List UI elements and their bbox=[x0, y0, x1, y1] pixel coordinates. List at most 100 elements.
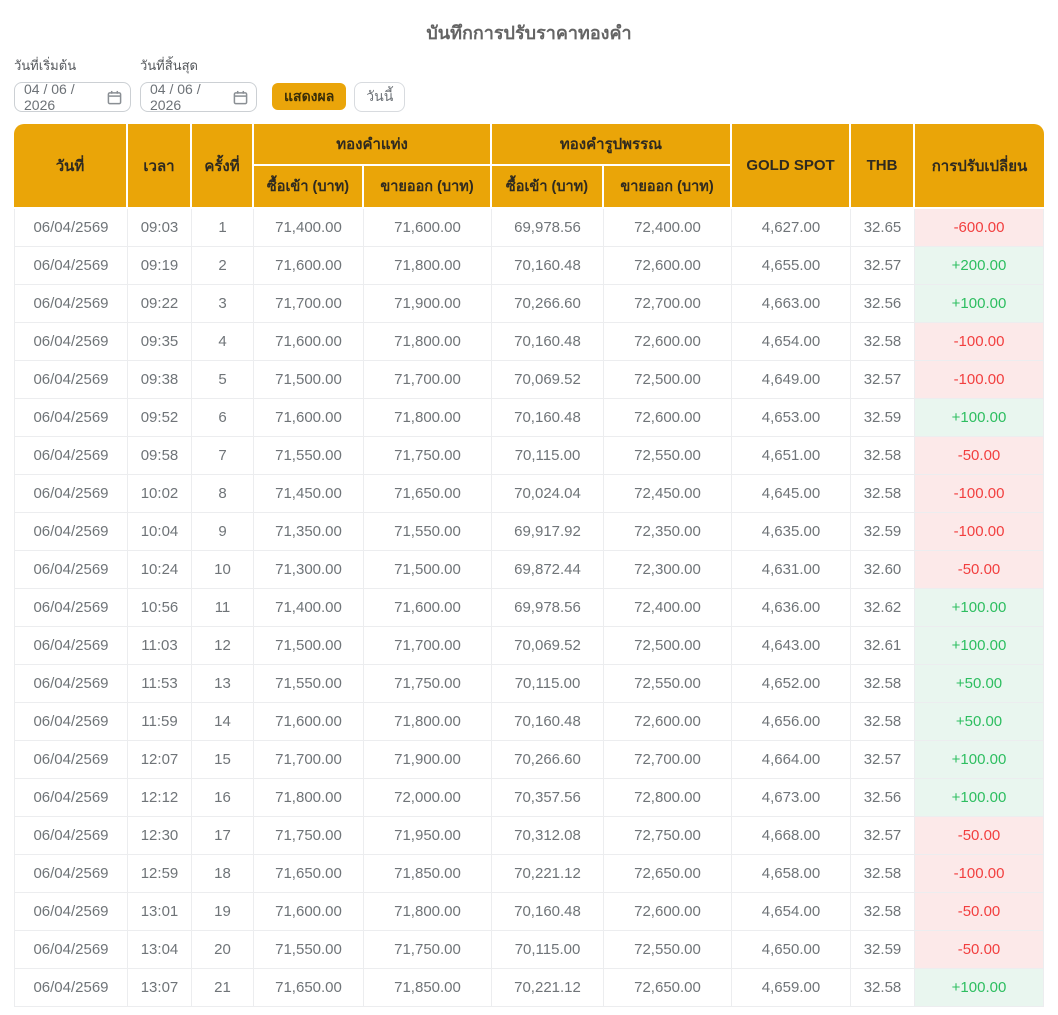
round-cell: 4 bbox=[192, 323, 254, 361]
ornament-buy-cell: 70,024.04 bbox=[492, 475, 604, 513]
ornament-buy-cell: 70,357.56 bbox=[492, 779, 604, 817]
thb-cell: 32.57 bbox=[851, 741, 915, 779]
round-cell: 19 bbox=[192, 893, 254, 931]
ornament-sell-cell: 72,500.00 bbox=[604, 627, 732, 665]
table-row: 06/04/256909:22371,700.0071,900.0070,266… bbox=[14, 285, 1044, 323]
table-row: 06/04/256911:591471,600.0071,800.0070,16… bbox=[14, 703, 1044, 741]
date-cell: 06/04/2569 bbox=[14, 893, 128, 931]
round-cell: 7 bbox=[192, 437, 254, 475]
date-cell: 06/04/2569 bbox=[14, 779, 128, 817]
date-cell: 06/04/2569 bbox=[14, 931, 128, 969]
ornament-buy-cell: 70,069.52 bbox=[492, 627, 604, 665]
bar-buy-cell: 71,600.00 bbox=[254, 893, 364, 931]
thb-cell: 32.65 bbox=[851, 209, 915, 247]
time-cell: 09:52 bbox=[128, 399, 192, 437]
round-cell: 13 bbox=[192, 665, 254, 703]
thb-cell: 32.58 bbox=[851, 665, 915, 703]
ornament-sell-cell: 72,650.00 bbox=[604, 969, 732, 1007]
round-cell: 8 bbox=[192, 475, 254, 513]
ornament-buy-cell: 70,115.00 bbox=[492, 437, 604, 475]
time-cell: 10:04 bbox=[128, 513, 192, 551]
bar-buy-cell: 71,400.00 bbox=[254, 589, 364, 627]
show-results-button[interactable]: แสดงผล bbox=[272, 83, 346, 110]
ornament-buy-cell: 70,160.48 bbox=[492, 893, 604, 931]
ornament-sell-cell: 72,350.00 bbox=[604, 513, 732, 551]
gold-spot-cell: 4,627.00 bbox=[732, 209, 851, 247]
table-row: 06/04/256910:02871,450.0071,650.0070,024… bbox=[14, 475, 1044, 513]
bar-buy-cell: 71,350.00 bbox=[254, 513, 364, 551]
bar-sell-cell: 72,000.00 bbox=[364, 779, 492, 817]
thb-cell: 32.59 bbox=[851, 931, 915, 969]
change-cell: +100.00 bbox=[915, 589, 1044, 627]
change-cell: -50.00 bbox=[915, 931, 1044, 969]
gold-spot-cell: 4,653.00 bbox=[732, 399, 851, 437]
bar-buy-cell: 71,550.00 bbox=[254, 931, 364, 969]
calendar-icon[interactable] bbox=[233, 90, 248, 105]
table-row: 06/04/256912:121671,800.0072,000.0070,35… bbox=[14, 779, 1044, 817]
bar-sell-cell: 71,900.00 bbox=[364, 285, 492, 323]
ornament-sell-cell: 72,750.00 bbox=[604, 817, 732, 855]
round-cell: 11 bbox=[192, 589, 254, 627]
header-ornament-buy: ซื้อเข้า (บาท) bbox=[492, 166, 604, 209]
bar-sell-cell: 71,750.00 bbox=[364, 931, 492, 969]
gold-spot-cell: 4,663.00 bbox=[732, 285, 851, 323]
start-date-input[interactable]: 04 / 06 / 2026 bbox=[14, 82, 131, 112]
ornament-buy-cell: 69,978.56 bbox=[492, 589, 604, 627]
date-cell: 06/04/2569 bbox=[14, 703, 128, 741]
end-date-input[interactable]: 04 / 06 / 2026 bbox=[140, 82, 257, 112]
filter-bar: วันที่เริ่มต้น 04 / 06 / 2026 วันที่สิ้น… bbox=[14, 55, 1044, 112]
gold-spot-cell: 4,664.00 bbox=[732, 741, 851, 779]
change-cell: +100.00 bbox=[915, 741, 1044, 779]
start-date-value: 04 / 06 / 2026 bbox=[24, 81, 101, 113]
bar-buy-cell: 71,500.00 bbox=[254, 627, 364, 665]
header-gold-spot: GOLD SPOT bbox=[732, 124, 851, 209]
date-cell: 06/04/2569 bbox=[14, 551, 128, 589]
gold-spot-cell: 4,649.00 bbox=[732, 361, 851, 399]
bar-sell-cell: 71,750.00 bbox=[364, 665, 492, 703]
table-row: 06/04/256909:58771,550.0071,750.0070,115… bbox=[14, 437, 1044, 475]
change-cell: +100.00 bbox=[915, 627, 1044, 665]
round-cell: 10 bbox=[192, 551, 254, 589]
today-button[interactable]: วันนี้ bbox=[354, 82, 405, 112]
ornament-buy-cell: 70,115.00 bbox=[492, 931, 604, 969]
thb-cell: 32.58 bbox=[851, 969, 915, 1007]
header-change: การปรับเปลี่ยน bbox=[915, 124, 1044, 209]
change-cell: +100.00 bbox=[915, 399, 1044, 437]
date-cell: 06/04/2569 bbox=[14, 437, 128, 475]
thb-cell: 32.59 bbox=[851, 399, 915, 437]
ornament-buy-cell: 70,160.48 bbox=[492, 323, 604, 361]
ornament-sell-cell: 72,600.00 bbox=[604, 247, 732, 285]
bar-sell-cell: 71,800.00 bbox=[364, 323, 492, 361]
date-cell: 06/04/2569 bbox=[14, 399, 128, 437]
change-cell: -100.00 bbox=[915, 323, 1044, 361]
time-cell: 12:30 bbox=[128, 817, 192, 855]
round-cell: 1 bbox=[192, 209, 254, 247]
bar-sell-cell: 71,600.00 bbox=[364, 589, 492, 627]
bar-sell-cell: 71,700.00 bbox=[364, 361, 492, 399]
table-row: 06/04/256913:011971,600.0071,800.0070,16… bbox=[14, 893, 1044, 931]
time-cell: 09:58 bbox=[128, 437, 192, 475]
change-cell: -50.00 bbox=[915, 551, 1044, 589]
thb-cell: 32.58 bbox=[851, 323, 915, 361]
page-title: บันทึกการปรับราคาทองคำ bbox=[14, 18, 1044, 47]
thb-cell: 32.61 bbox=[851, 627, 915, 665]
time-cell: 13:01 bbox=[128, 893, 192, 931]
table-body: 06/04/256909:03171,400.0071,600.0069,978… bbox=[14, 209, 1044, 1007]
table-row: 06/04/256909:03171,400.0071,600.0069,978… bbox=[14, 209, 1044, 247]
bar-sell-cell: 71,800.00 bbox=[364, 703, 492, 741]
ornament-sell-cell: 72,700.00 bbox=[604, 285, 732, 323]
bar-sell-cell: 71,600.00 bbox=[364, 209, 492, 247]
thb-cell: 32.57 bbox=[851, 361, 915, 399]
bar-buy-cell: 71,550.00 bbox=[254, 437, 364, 475]
date-cell: 06/04/2569 bbox=[14, 741, 128, 779]
round-cell: 2 bbox=[192, 247, 254, 285]
bar-buy-cell: 71,750.00 bbox=[254, 817, 364, 855]
time-cell: 09:35 bbox=[128, 323, 192, 361]
gold-spot-cell: 4,650.00 bbox=[732, 931, 851, 969]
table-row: 06/04/256909:19271,600.0071,800.0070,160… bbox=[14, 247, 1044, 285]
table-row: 06/04/256910:241071,300.0071,500.0069,87… bbox=[14, 551, 1044, 589]
calendar-icon[interactable] bbox=[107, 90, 122, 105]
ornament-sell-cell: 72,550.00 bbox=[604, 437, 732, 475]
gold-spot-cell: 4,651.00 bbox=[732, 437, 851, 475]
thb-cell: 32.58 bbox=[851, 893, 915, 931]
